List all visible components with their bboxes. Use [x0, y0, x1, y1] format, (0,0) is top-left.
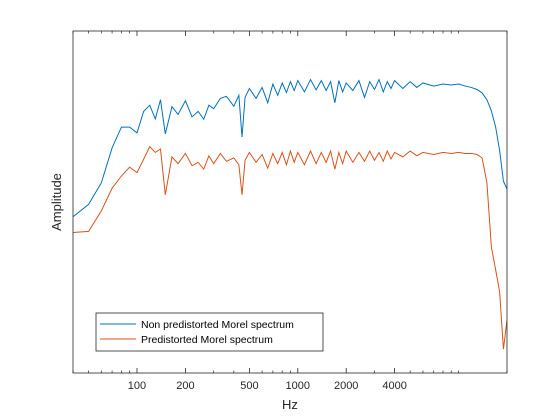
x-axis-label: Hz	[282, 397, 298, 412]
series-line-2	[73, 145, 507, 350]
legend-label-1: Non predistorted Morel spectrum	[141, 319, 294, 331]
y-axis-label: Amplitude	[49, 173, 64, 231]
x-axis-ticks: 100 200 500 1000 2000 4000	[72, 31, 508, 392]
x-tick-label: 200	[176, 380, 194, 392]
x-tick-label: 1000	[286, 380, 310, 392]
legend-box	[95, 312, 324, 352]
x-tick-label: 500	[240, 380, 258, 392]
x-tick-label: 4000	[382, 380, 406, 392]
axes-box	[72, 30, 508, 374]
x-tick-label: 2000	[334, 380, 358, 392]
plot-area	[73, 78, 507, 350]
series-line-1	[73, 78, 507, 218]
x-tick-label: 100	[128, 380, 146, 392]
legend-label-2: Predistorted Morel spectrum	[141, 334, 273, 346]
legend: Non predistorted Morel spectrum Predistor…	[95, 312, 324, 352]
